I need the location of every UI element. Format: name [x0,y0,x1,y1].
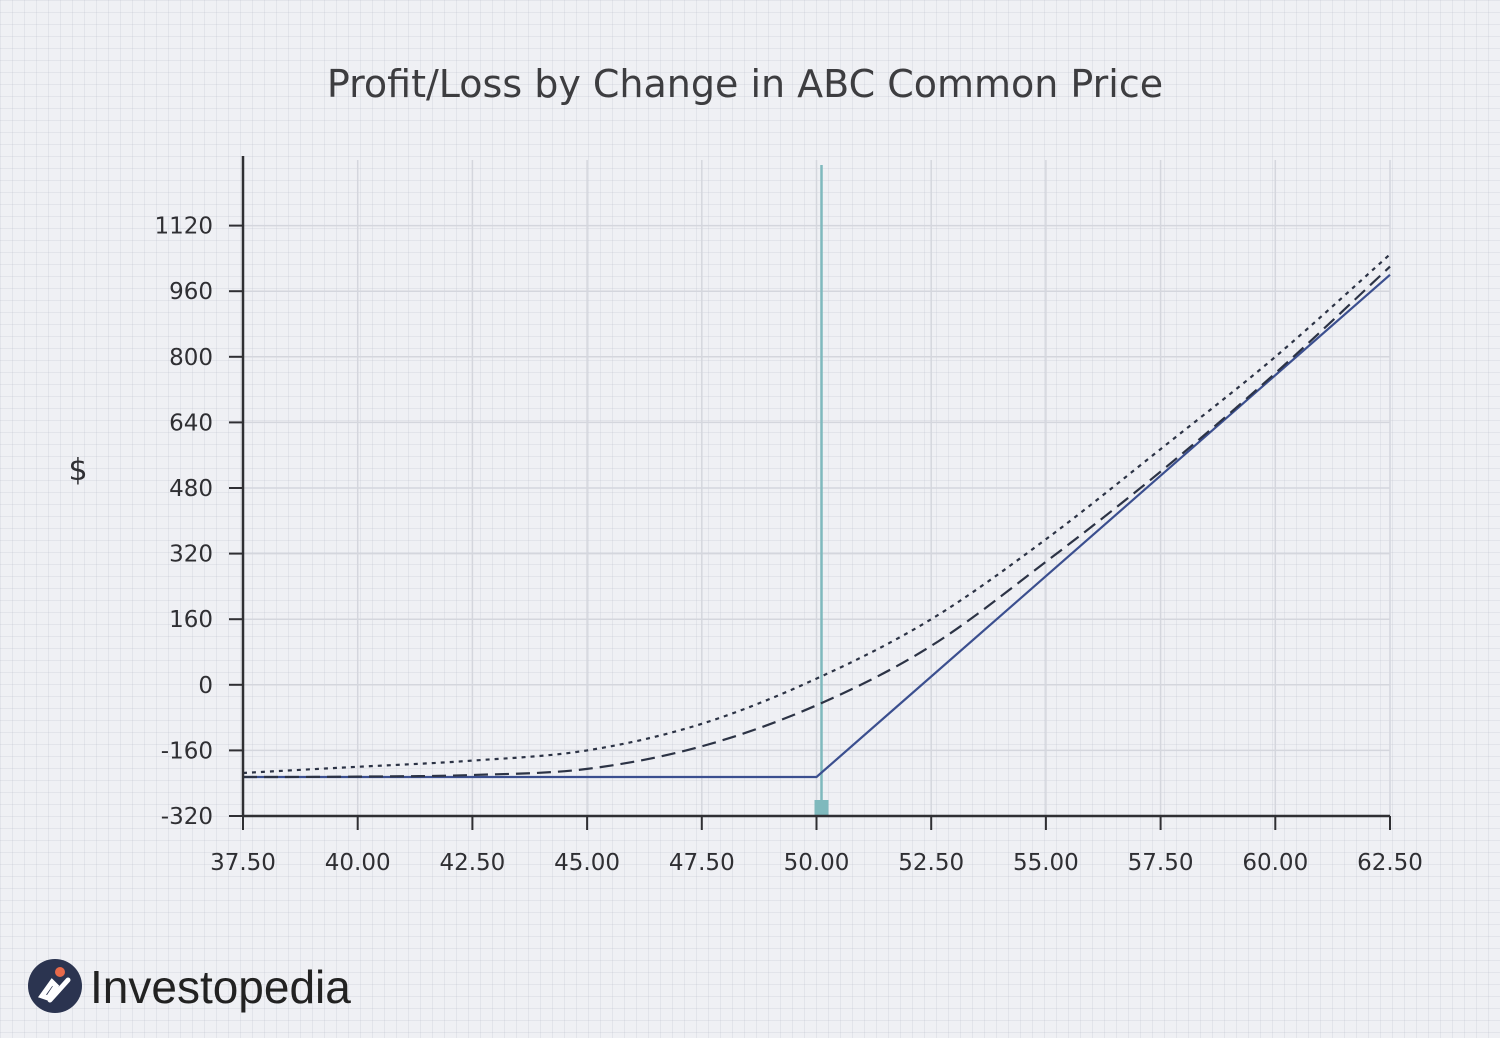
y-tick-label: 960 [169,279,213,305]
y-tick-label: 800 [169,345,213,371]
chart-title: Profit/Loss by Change in ABC Common Pric… [327,62,1163,106]
y-tick-labels: -320 -160 0 160 320 480 640 800 960 1120 [154,214,213,830]
y-tick-label: -320 [161,804,213,830]
logo-dot-icon [55,967,65,977]
x-tick-label: 55.00 [1013,850,1079,876]
strike-marker-square [814,800,829,816]
x-tick-label: 40.00 [325,850,391,876]
x-tick-label: 57.50 [1128,850,1194,876]
x-tick-label: 50.00 [784,850,850,876]
x-tick-label: 42.50 [439,850,505,876]
y-axis-label: $ [68,453,87,488]
x-tick-labels: 37.50 40.00 42.50 45.00 47.50 50.00 52.50 55.00… [210,850,1423,876]
y-tick-label: 160 [169,607,213,633]
axes [229,156,1391,830]
x-tick-label: 37.50 [210,850,276,876]
investopedia-logo: Investopedia [28,959,351,1013]
y-tick-label: 0 [198,673,213,699]
x-tick-label: 45.00 [554,850,620,876]
x-tick-label: 52.50 [898,850,964,876]
gridlines [242,160,1391,817]
y-tick-label: 1120 [154,214,213,240]
y-tick-label: 320 [169,542,213,568]
y-tick-label: 480 [169,476,213,502]
series-lines [242,253,1391,779]
x-tick-label: 60.00 [1242,850,1308,876]
x-tick-label: 62.50 [1357,850,1423,876]
x-tick-label: 47.50 [669,850,735,876]
series-line-dashed [242,265,1391,779]
logo-text: Investopedia [90,961,351,1013]
logo-i-stroke-icon [37,977,71,1003]
series-line-dotted [242,253,1391,775]
strike-marker [814,165,829,816]
y-tick-label: 640 [169,410,213,436]
y-tick-label: -160 [161,738,213,764]
